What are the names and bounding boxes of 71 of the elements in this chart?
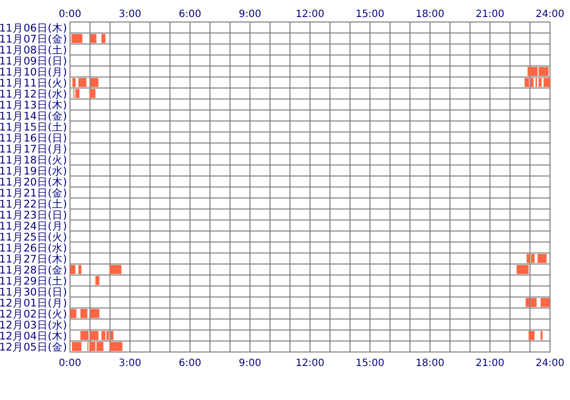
y-tick-label: 11月08日(土) — [0, 44, 67, 56]
x-tick-label: 18:00 — [416, 9, 444, 20]
x-tick-label: 12:00 — [296, 9, 324, 20]
bar — [95, 276, 100, 285]
bar — [75, 89, 80, 98]
y-tick-label: 11月16日(日) — [0, 132, 67, 144]
x-tick-label: 21:00 — [476, 9, 504, 20]
y-tick-label: 11月12日(水) — [0, 88, 67, 100]
bar — [70, 309, 76, 318]
y-tick-label: 11月20日(木) — [0, 176, 67, 188]
y-tick-label: 11月19日(水) — [0, 164, 67, 178]
y-tick-label: 11月07日(金) — [0, 34, 67, 46]
bar — [101, 331, 106, 340]
x-tick-label: 6:00 — [178, 9, 202, 20]
bar — [70, 265, 76, 274]
bar — [109, 342, 122, 351]
x2-tick-label: 12:00 — [296, 358, 324, 369]
y-tick-label: 11月21日(金) — [0, 188, 67, 200]
x2-tick-label: 0:00 — [58, 358, 82, 369]
bar — [540, 298, 550, 307]
bar — [101, 34, 106, 43]
x2-tick-label: 3:00 — [118, 358, 142, 369]
x-tick-label: 24:00 — [536, 9, 564, 20]
x-tick-label: 3:00 — [118, 9, 142, 20]
y-tick-label: 11月14日(金) — [0, 110, 67, 122]
x2-tick-label: 6:00 — [178, 358, 202, 369]
bar — [72, 342, 82, 351]
bar — [78, 265, 82, 274]
y-tick-label: 12月03日(水) — [0, 318, 67, 332]
y-tick-label: 11月28日(金) — [0, 264, 67, 276]
y-tick-label: 11月10日(月) — [0, 66, 67, 78]
y-tick-label: 11月22日(土) — [0, 198, 67, 210]
y-tick-label: 11月13日(木) — [0, 98, 67, 112]
x2-tick-label: 18:00 — [416, 358, 444, 369]
y-tick-label: 12月02日(火) — [0, 308, 67, 320]
y-tick-label: 11月18日(火) — [0, 154, 67, 166]
bar — [90, 34, 96, 43]
bar — [90, 309, 100, 318]
x2-tick-label: 15:00 — [356, 358, 384, 369]
x2-tick-label: 21:00 — [476, 358, 504, 369]
y-tick-label: 11月11日(火) — [0, 76, 67, 90]
bar — [89, 89, 96, 98]
y-tick-label: 11月29日(土) — [0, 274, 67, 288]
y-tick-label: 12月05日(金) — [0, 342, 67, 354]
bar — [110, 331, 114, 340]
x2-tick-label: 24:00 — [536, 358, 564, 369]
y-tick-label: 11月09日(日) — [0, 56, 67, 68]
x2-tick-label: 9:00 — [238, 358, 262, 369]
bar — [538, 254, 547, 263]
x-tick-label: 9:00 — [238, 9, 262, 20]
y-tick-label: 11月24日(月) — [0, 220, 67, 232]
bar — [528, 331, 535, 340]
y-tick-label: 11月25日(火) — [0, 230, 67, 244]
x-tick-label: 15:00 — [356, 9, 384, 20]
x-tick-label: 0:00 — [58, 9, 82, 20]
bar — [72, 78, 76, 87]
bar — [80, 309, 88, 318]
y-tick-label: 12月01日(月) — [0, 298, 67, 310]
y-tick-label: 11月06日(木) — [0, 22, 67, 34]
y-tick-label: 11月23日(日) — [0, 210, 67, 222]
y-tick-label: 11月30日(日) — [0, 286, 67, 298]
bar — [516, 265, 529, 274]
bar — [109, 265, 122, 274]
y-tick-label: 11月17日(月) — [0, 144, 67, 156]
bar — [78, 78, 86, 87]
y-tick-label: 12月04日(木) — [0, 330, 67, 342]
y-tick-label: 11月15日(土) — [0, 120, 67, 134]
y-tick-label: 11月27日(木) — [0, 252, 67, 266]
bar — [90, 78, 98, 87]
bar — [71, 34, 82, 43]
y-tick-label: 11月26日(水) — [0, 242, 67, 254]
